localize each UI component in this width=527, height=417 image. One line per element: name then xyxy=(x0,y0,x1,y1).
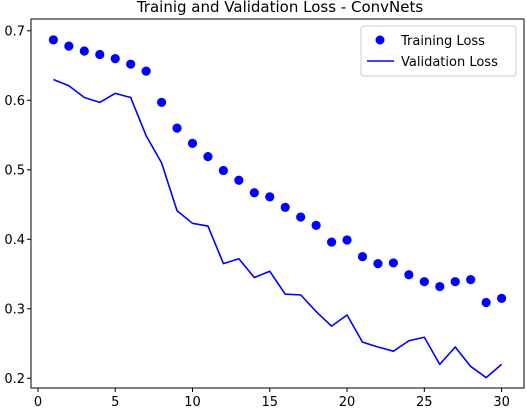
training-loss-point xyxy=(64,41,74,51)
y-tick-label: 0.5 xyxy=(4,163,25,178)
training-loss-point xyxy=(496,293,507,303)
training-loss-point xyxy=(357,252,368,262)
x-tick-label: 10 xyxy=(184,395,201,410)
training-loss-point xyxy=(218,165,229,176)
training-loss-point xyxy=(435,281,445,292)
training-loss-point xyxy=(404,270,414,280)
x-tick-label: 30 xyxy=(493,395,510,410)
training-loss-point xyxy=(79,46,89,56)
training-loss-point xyxy=(311,220,321,230)
training-loss-point xyxy=(265,192,275,202)
legend-box xyxy=(360,25,517,77)
plot-area-frame xyxy=(30,18,525,389)
chart-title: Trainig and Validation Loss - ConvNets xyxy=(136,0,423,16)
training-loss-point xyxy=(280,202,290,212)
training-loss-point xyxy=(187,138,198,148)
legend-label-training-loss: Training Loss xyxy=(400,34,485,49)
y-tick-label: 0.7 xyxy=(4,24,25,39)
x-tick-label: 20 xyxy=(339,395,356,410)
validation-loss-series xyxy=(53,78,503,379)
training-loss-point xyxy=(373,259,383,269)
training-loss-point xyxy=(95,49,105,60)
training-loss-point xyxy=(203,151,213,162)
x-tick-label: 25 xyxy=(416,395,433,410)
x-tick-label: 0 xyxy=(34,395,42,410)
x-tick-label: 15 xyxy=(261,395,278,410)
y-tick-label: 0.6 xyxy=(4,94,25,109)
training-loss-point xyxy=(481,297,491,308)
training-loss-point xyxy=(156,97,167,107)
training-loss-point xyxy=(466,274,476,285)
training-loss-point xyxy=(342,235,352,245)
training-loss-point xyxy=(326,237,337,247)
legend: Training Loss Validation Loss xyxy=(360,25,517,77)
training-loss-point xyxy=(172,123,182,133)
training-loss-point xyxy=(234,175,244,185)
training-loss-point xyxy=(126,59,136,69)
legend-marker-training-loss xyxy=(375,35,385,45)
y-tick-label: 0.4 xyxy=(4,233,25,248)
training-loss-point xyxy=(141,66,151,76)
y-tick-label: 0.2 xyxy=(4,372,25,387)
legend-label-validation-loss: Validation Loss xyxy=(401,55,498,70)
training-loss-point xyxy=(388,258,399,268)
y-tick-label: 0.3 xyxy=(4,302,25,317)
training-loss-point xyxy=(110,54,120,64)
training-loss-point xyxy=(419,277,429,287)
training-loss-point xyxy=(48,35,59,45)
validation-loss-line xyxy=(53,78,503,379)
training-loss-point xyxy=(249,188,259,198)
axis-ticks: 0 5 10 15 20 25 30 0.2 0.3 0.4 0.5 0.6 0.7 xyxy=(4,24,510,410)
training-loss-series xyxy=(48,35,507,308)
training-loss-point xyxy=(296,212,306,222)
x-tick-label: 5 xyxy=(111,395,119,410)
training-loss-point xyxy=(450,277,460,287)
